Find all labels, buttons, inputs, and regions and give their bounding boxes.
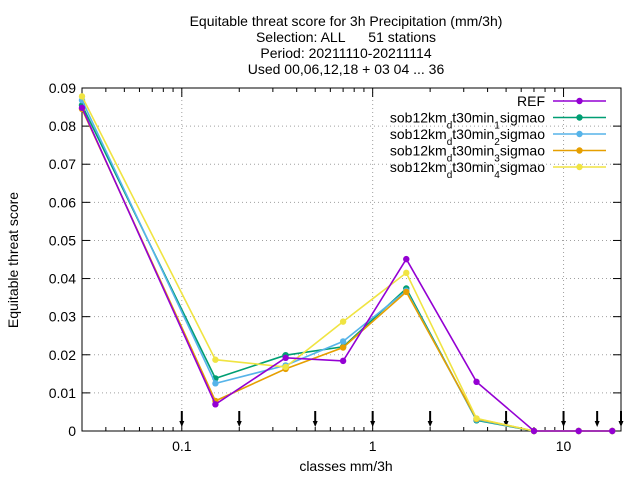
x-tick-label: 1	[369, 438, 377, 454]
threshold-marker-head	[503, 421, 509, 427]
legend-label: sob12kmdt30min3sigmao	[390, 143, 545, 165]
legend-item: sob12kmdt30min1sigmao	[390, 110, 606, 132]
legend-item: sob12kmdt30min2sigmao	[390, 126, 606, 148]
legend-marker	[576, 147, 583, 154]
y-tick-label: 0.09	[49, 80, 76, 96]
threshold-marker-head	[618, 421, 624, 427]
data-point	[339, 338, 347, 345]
chart-title: Equitable threat score for 3h Precipitat…	[190, 13, 503, 77]
legend-marker	[576, 163, 583, 171]
threshold-marker-head	[561, 421, 567, 427]
y-tick-label: 0.07	[49, 156, 76, 172]
x-tick-label: 0.1	[172, 438, 192, 454]
legend-label: sob12kmdt30min4sigmao	[390, 159, 545, 181]
threshold-marker-head	[179, 421, 185, 427]
threshold-markers	[179, 411, 624, 427]
series-4	[78, 104, 616, 435]
data-point	[212, 380, 219, 387]
y-tick-label: 0.03	[49, 309, 76, 325]
legend: REFsob12kmdt30min1sigmaosob12kmdt30min2s…	[390, 93, 606, 181]
legend-item: sob12kmdt30min3sigmao	[390, 143, 606, 165]
y-tick-label: 0.05	[49, 232, 76, 248]
y-tick-label: 0.06	[49, 194, 76, 210]
title-line-2: Selection: ALL 51 stations	[256, 29, 436, 45]
title-line-1: Equitable threat score for 3h Precipitat…	[190, 13, 503, 29]
y-tick-label: 0.01	[49, 385, 76, 401]
threshold-marker-head	[594, 421, 600, 427]
data-point	[403, 255, 410, 263]
y-tick-label: 0.02	[49, 347, 76, 363]
y-tick-label: 0.04	[49, 271, 76, 287]
series-lines	[78, 93, 616, 435]
legend-label: sob12kmdt30min1sigmao	[390, 110, 545, 132]
data-point	[339, 344, 347, 351]
legend-item: sob12kmdt30min4sigmao	[390, 159, 606, 181]
threshold-marker-head	[370, 421, 376, 427]
data-point	[609, 427, 616, 435]
legend-marker	[576, 130, 583, 138]
data-point	[282, 363, 289, 371]
y-tick-label: 0	[68, 423, 76, 439]
data-point	[575, 427, 582, 435]
data-point	[403, 288, 410, 296]
data-point	[403, 269, 410, 277]
threshold-marker-head	[236, 421, 242, 427]
x-axis-label: classes mm/3h	[299, 458, 392, 474]
axes	[81, 87, 622, 432]
y-axis-label: Equitable threat score	[5, 192, 21, 328]
data-point	[339, 318, 347, 325]
data-point	[473, 415, 480, 422]
threshold-marker-head	[427, 421, 433, 427]
data-point	[282, 354, 289, 362]
x-tick-label: 10	[556, 438, 572, 454]
title-line-3: Period: 20211110-20211114	[260, 45, 431, 61]
data-point	[339, 357, 347, 365]
data-point	[78, 93, 86, 100]
title-line-4: Used 00,06,12,18 + 03 04 ... 36	[248, 61, 445, 77]
legend-marker	[576, 97, 583, 105]
legend-item: REF	[517, 93, 606, 109]
data-point	[78, 104, 86, 112]
data-point	[212, 356, 219, 363]
x-ticks: 0.1 1 10	[81, 88, 622, 454]
y-ticks: 0 0.01 0.02 0.03 0.04 0.05 0.06 0.07 0.08 0.09	[49, 80, 621, 439]
threshold-marker-head	[312, 421, 318, 427]
data-point	[212, 401, 219, 408]
legend-marker	[576, 114, 583, 121]
data-point	[530, 427, 538, 435]
plot-border	[81, 87, 622, 432]
data-point	[473, 378, 480, 386]
legend-label: REF	[517, 93, 545, 109]
y-tick-label: 0.08	[49, 118, 76, 134]
legend-label: sob12kmdt30min2sigmao	[390, 126, 545, 148]
